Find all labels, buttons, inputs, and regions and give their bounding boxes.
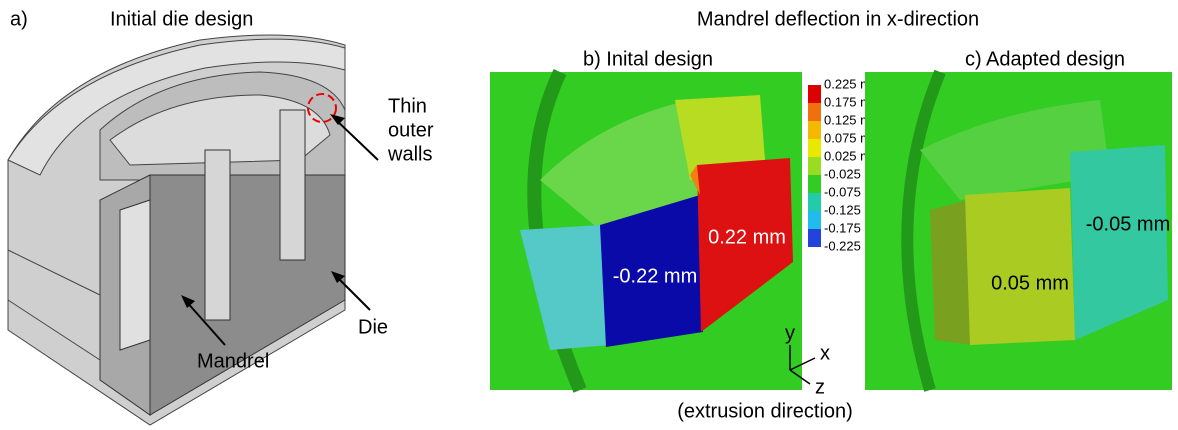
annotation: outer	[388, 119, 434, 141]
panel-title: c) Adapted design	[965, 48, 1125, 70]
panel-title: b) Inital design	[583, 48, 713, 70]
annotation: walls	[387, 143, 432, 165]
die-drawing	[8, 35, 378, 425]
axis-label: x	[820, 342, 830, 364]
value-label: 0.05 mm	[991, 272, 1069, 294]
value-label: -0.05 mm	[1086, 213, 1170, 235]
annotation: Thin	[388, 95, 427, 117]
value-label: -0.22 mm	[613, 265, 697, 287]
panel-label: a)	[10, 8, 28, 30]
annotation: Mandrel	[197, 350, 269, 372]
value-label: 0.22 mm	[708, 226, 786, 248]
figure: a) Initial die design Thin outer walls M…	[0, 0, 1178, 430]
annotation: Die	[358, 316, 388, 338]
panel-title: Initial die design	[110, 8, 253, 30]
axis-label: z	[815, 376, 825, 398]
figure-title: Mandrel deflection in x-direction	[697, 8, 979, 30]
axis-label: y	[785, 322, 795, 344]
axis-note: (extrusion direction)	[677, 400, 853, 422]
